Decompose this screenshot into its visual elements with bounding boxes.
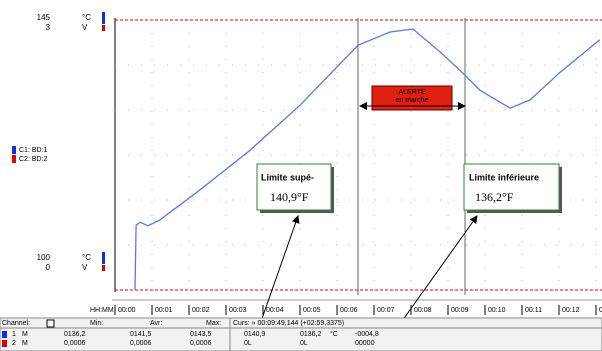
- time-tick-label: 00:03: [229, 307, 247, 314]
- table-header: Curs: » 00:09:49,144 (+02:59,3375): [233, 320, 344, 327]
- table-cell: °C: [330, 330, 338, 338]
- callout-title: Limite inférieure: [469, 172, 539, 182]
- unit-volt: V: [82, 23, 88, 32]
- time-tick-label: 00:06: [340, 307, 358, 314]
- axis-top-value: 145: [37, 13, 51, 22]
- time-tick-label: 00:12: [562, 307, 580, 314]
- temperature-curve: [134, 28, 601, 291]
- time-tick-label: 00:00: [118, 307, 136, 314]
- time-tick-label: 00:01: [155, 307, 173, 314]
- axis-bottom-value-2: 0: [46, 263, 51, 272]
- table-cell: M: [22, 331, 28, 338]
- table-cell: 0140,9: [244, 331, 266, 338]
- time-tick-label: 00:05: [303, 307, 321, 314]
- table-cell: 0136,2: [64, 331, 86, 338]
- left-panel: [0, 0, 112, 300]
- callout-title: Limite supé-: [261, 172, 314, 182]
- table-cell: 0,0006: [64, 340, 86, 347]
- time-tick-label: 00:02: [192, 307, 210, 314]
- table-header: Channel:: [2, 320, 30, 327]
- legend-entry[interactable]: C1: BD:1: [19, 147, 48, 154]
- callout-value: 140,9°F: [270, 190, 309, 204]
- legend-entry[interactable]: C2: BD:2: [19, 156, 48, 163]
- table-cell: 2: [12, 340, 16, 347]
- callout: Limite inférieure 136,2°F: [384, 163, 562, 346]
- plot-area: [114, 18, 602, 295]
- axis-top-value-2: 3: [46, 23, 51, 32]
- table-header: Max:: [206, 320, 221, 327]
- table-cell: 0L: [300, 340, 308, 347]
- alert-text: ALERTE: [398, 89, 425, 96]
- table-cell: 0141,5: [130, 331, 152, 338]
- unit-temp: °C: [82, 253, 91, 262]
- table-cell: 0,0006: [130, 340, 152, 347]
- callout: Limite supé- 140,9°F: [256, 163, 334, 331]
- table-cell: -0004,8: [355, 331, 379, 338]
- table-cell: 0136,2: [300, 331, 322, 338]
- axis-bottom-value: 100: [37, 253, 51, 262]
- alert-indicator: ALERTE en marche: [359, 85, 466, 111]
- time-tick-label: 00:13: [599, 307, 602, 314]
- time-tick-label: 00:10: [488, 307, 506, 314]
- time-tick-label: 00:08: [414, 307, 432, 314]
- table-cell: 0L: [244, 340, 252, 347]
- table-header: Avr:: [150, 320, 162, 327]
- callout-value: 136,2°F: [475, 190, 514, 204]
- time-tick-label: 00:11: [525, 307, 542, 314]
- table-header: Min:: [90, 320, 103, 327]
- time-axis-label: HH:MM: [90, 307, 114, 314]
- time-tick-label: 00:04: [266, 307, 284, 314]
- table-cell: 0143,5: [190, 331, 212, 338]
- table-cell: 1: [12, 331, 16, 338]
- table-cell: M: [22, 340, 28, 347]
- time-tick-label: 00:07: [377, 307, 395, 314]
- time-tick-label: 00:09: [451, 307, 469, 314]
- unit-volt: V: [82, 263, 88, 272]
- table-cell: 00000: [355, 340, 375, 347]
- table-cell: 0,0006: [190, 340, 212, 347]
- channel-table: Channel: Min: Avr: Max: Curs: » 00:09:49…: [0, 317, 602, 351]
- alert-text: en marche: [395, 97, 428, 104]
- unit-temp: °C: [82, 13, 91, 22]
